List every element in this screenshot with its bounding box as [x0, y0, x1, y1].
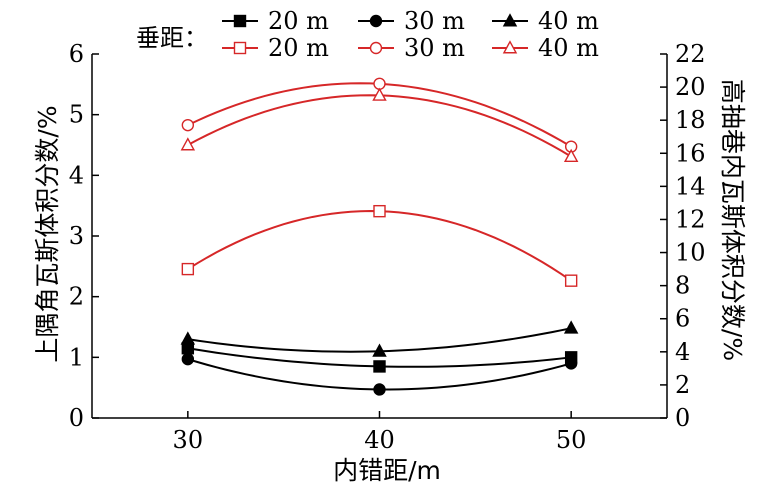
- data-point: [564, 357, 578, 370]
- legend-title: 垂距：: [136, 24, 208, 52]
- right-axis-ticks: 0 2 4 6 8 10 12 14 16 18 20 22: [660, 40, 706, 432]
- legend-marker: [502, 13, 518, 27]
- data-point: [373, 383, 386, 396]
- legend-marker: [369, 14, 383, 28]
- left-tick-label: 6: [69, 40, 84, 68]
- legend-label: 30 m: [404, 34, 465, 62]
- left-tick-label: 1: [69, 343, 84, 371]
- legend-label: 30 m: [404, 7, 465, 35]
- data-point: [181, 352, 195, 366]
- x-axis-title: 内错距/m: [333, 456, 441, 485]
- legend-label: 40 m: [538, 34, 599, 62]
- left-tick-label: 4: [69, 161, 84, 189]
- series-line: [187, 94, 572, 158]
- right-tick-label: 14: [675, 172, 706, 200]
- x-tick-label: 40: [364, 426, 395, 454]
- x-axis-ticks: 30 40 50: [173, 411, 587, 454]
- left-y-axis-title: 上隅角瓦斯体积分数/%: [33, 105, 62, 362]
- data-point: [373, 204, 386, 218]
- legend-entry: 30 m: [358, 7, 465, 35]
- right-tick-label: 22: [675, 40, 706, 68]
- right-tick-label: 8: [675, 272, 690, 300]
- series-left-30m: [181, 352, 578, 396]
- data-point: [180, 137, 196, 151]
- right-tick-label: 18: [675, 106, 706, 134]
- right-tick-label: 20: [675, 73, 706, 101]
- right-tick-label: 10: [675, 239, 706, 267]
- legend: 垂距： 20 m 30 m 40 m 20 m 30 m 40 m: [136, 7, 599, 62]
- legend-label: 20 m: [268, 7, 329, 35]
- right-y-axis-title: 高抽巷内瓦斯体积分数/%: [718, 79, 747, 361]
- legend-label: 40 m: [538, 7, 599, 35]
- data-point: [372, 87, 387, 101]
- left-tick-label: 0: [69, 404, 84, 432]
- left-axis-ticks: 0 1 2 3 4 5 6: [69, 40, 99, 432]
- right-tick-label: 4: [675, 338, 690, 366]
- series-right-20m: [181, 204, 578, 287]
- data-point: [180, 331, 196, 345]
- x-tick-label: 50: [556, 426, 587, 454]
- legend-entry: 40 m: [492, 34, 599, 62]
- series-line: [187, 210, 572, 282]
- data-point: [373, 360, 386, 373]
- data-point: [181, 118, 195, 132]
- right-tick-label: 2: [675, 371, 690, 399]
- data-point: [181, 262, 195, 276]
- left-tick-label: 2: [69, 283, 84, 311]
- legend-marker: [502, 40, 518, 54]
- left-tick-label: 5: [69, 101, 84, 129]
- series-right-40m: [180, 87, 579, 163]
- legend-entry: 40 m: [492, 7, 599, 35]
- legend-marker: [369, 41, 383, 55]
- legend-entry: 20 m: [222, 7, 329, 35]
- data-point: [563, 148, 579, 163]
- right-tick-label: 16: [675, 139, 706, 167]
- legend-label: 20 m: [268, 34, 329, 62]
- data-point: [564, 274, 578, 287]
- legend-marker: [233, 41, 247, 55]
- right-tick-label: 12: [675, 205, 706, 233]
- series-layer: [180, 77, 579, 396]
- series-left-40m: [180, 320, 579, 357]
- legend-entry: 20 m: [222, 34, 329, 62]
- right-tick-label: 0: [675, 404, 690, 432]
- data-point: [372, 343, 387, 357]
- right-tick-label: 6: [675, 305, 690, 333]
- legend-marker: [233, 14, 247, 28]
- series-right-30m: [181, 77, 578, 153]
- x-tick-label: 30: [173, 426, 204, 454]
- left-tick-label: 3: [69, 222, 84, 250]
- data-point: [563, 320, 579, 334]
- legend-entry: 30 m: [358, 34, 465, 62]
